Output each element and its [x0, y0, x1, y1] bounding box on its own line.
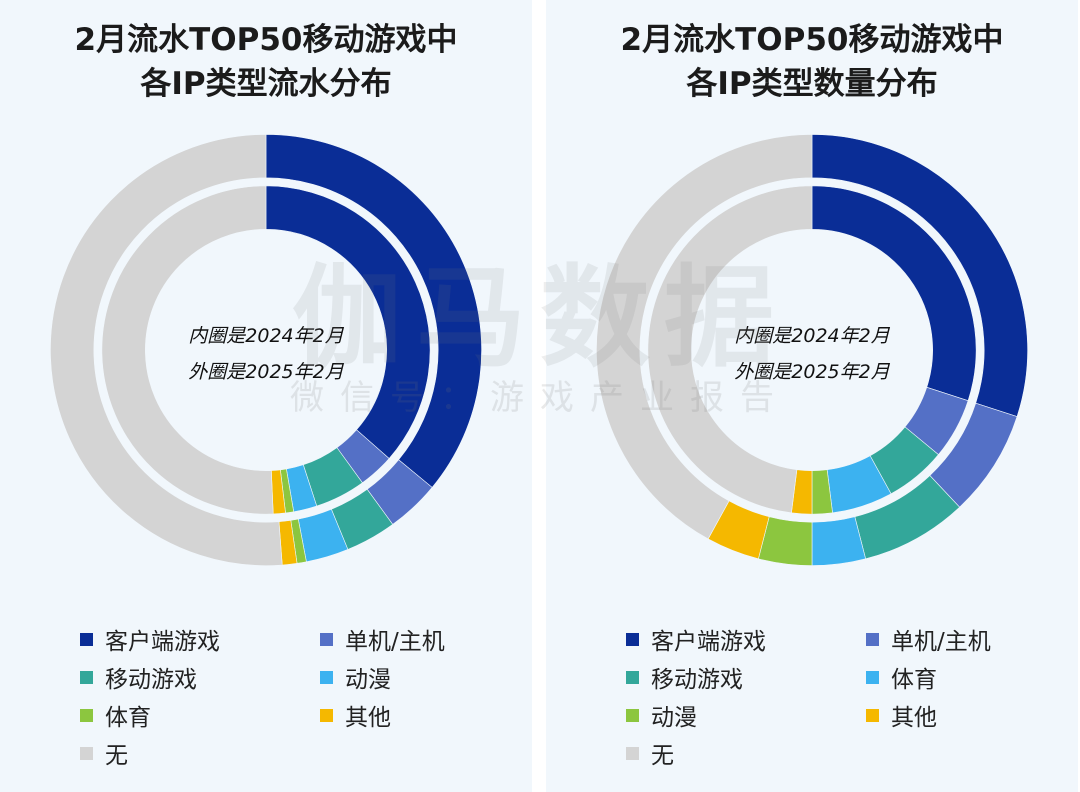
chart-panel-revenue: 2月流水TOP50移动游戏中 各IP类型流水分布 内圈是2024年2月 外圈是2… — [0, 0, 532, 792]
legend-item: 客户端游戏 — [626, 622, 766, 656]
legend-swatch — [80, 746, 93, 760]
legend-label: 动漫 — [345, 667, 391, 693]
legend-swatch — [626, 708, 639, 722]
donut-chart-revenue — [50, 134, 482, 566]
legend-item: 其他 — [320, 698, 391, 732]
legend-swatch — [866, 632, 879, 646]
legend-label: 单机/主机 — [345, 629, 445, 655]
legend-item: 体育 — [80, 698, 151, 732]
legend-label: 客户端游戏 — [105, 629, 220, 655]
legend-swatch — [866, 708, 879, 722]
chart-title-line2: 各IP类型流水分布 — [140, 66, 392, 102]
donut-slice-outer-6 — [50, 134, 283, 566]
legend-label: 体育 — [105, 705, 151, 731]
legend-label: 移动游戏 — [651, 667, 743, 693]
center-note-inner: 内圈是2024年2月 — [734, 325, 890, 347]
legend-swatch — [320, 670, 333, 684]
chart-title: 2月流水TOP50移动游戏中 各IP类型数量分布 — [546, 18, 1078, 106]
legend-label: 其他 — [345, 705, 391, 731]
legend-label: 动漫 — [651, 705, 697, 731]
donut-slice-inner-6 — [647, 185, 813, 514]
chart-title-line1: 2月流水TOP50移动游戏中 — [620, 22, 1004, 58]
chart-title-line1: 2月流水TOP50移动游戏中 — [74, 22, 458, 58]
center-note-outer: 外圈是2025年2月 — [188, 361, 344, 383]
legend-swatch — [80, 632, 93, 646]
center-note-outer: 外圈是2025年2月 — [734, 361, 890, 383]
legend-item: 单机/主机 — [320, 622, 445, 656]
donut-slice-outer-0 — [811, 134, 1028, 418]
legend-item: 其他 — [866, 698, 937, 732]
legend-item: 客户端游戏 — [80, 622, 220, 656]
donut-slice-inner-0 — [265, 185, 431, 459]
donut-slice-outer-0 — [265, 134, 482, 488]
center-note: 内圈是2024年2月 外圈是2025年2月 — [546, 318, 1078, 390]
legend-swatch — [320, 632, 333, 646]
legend-item: 单机/主机 — [866, 622, 991, 656]
chart-title: 2月流水TOP50移动游戏中 各IP类型流水分布 — [0, 18, 532, 106]
donut-slice-outer-6 — [596, 134, 813, 540]
legend-swatch — [626, 746, 639, 760]
legend-label: 无 — [105, 743, 128, 769]
legend-label: 单机/主机 — [891, 629, 991, 655]
legend-item: 移动游戏 — [626, 660, 743, 694]
legend-item: 无 — [626, 736, 674, 770]
donut-chart-count — [596, 134, 1028, 566]
legend-item: 动漫 — [626, 698, 697, 732]
legend-label: 其他 — [891, 705, 937, 731]
legend-label: 移动游戏 — [105, 667, 197, 693]
legend-swatch — [80, 708, 93, 722]
chart-panel-count: 2月流水TOP50移动游戏中 各IP类型数量分布 内圈是2024年2月 外圈是2… — [546, 0, 1078, 792]
legend-item: 移动游戏 — [80, 660, 197, 694]
legend-item: 无 — [80, 736, 128, 770]
legend-item: 体育 — [866, 660, 937, 694]
donut-slice-inner-6 — [101, 185, 274, 515]
donut-slice-inner-0 — [811, 185, 977, 402]
center-note: 内圈是2024年2月 外圈是2025年2月 — [0, 318, 532, 390]
legend-item: 动漫 — [320, 660, 391, 694]
legend-swatch — [80, 670, 93, 684]
legend-label: 无 — [651, 743, 674, 769]
center-note-inner: 内圈是2024年2月 — [188, 325, 344, 347]
legend-label: 体育 — [891, 667, 937, 693]
legend-swatch — [626, 632, 639, 646]
legend-label: 客户端游戏 — [651, 629, 766, 655]
legend-swatch — [320, 708, 333, 722]
legend-swatch — [626, 670, 639, 684]
legend-swatch — [866, 670, 879, 684]
chart-title-line2: 各IP类型数量分布 — [686, 66, 938, 102]
